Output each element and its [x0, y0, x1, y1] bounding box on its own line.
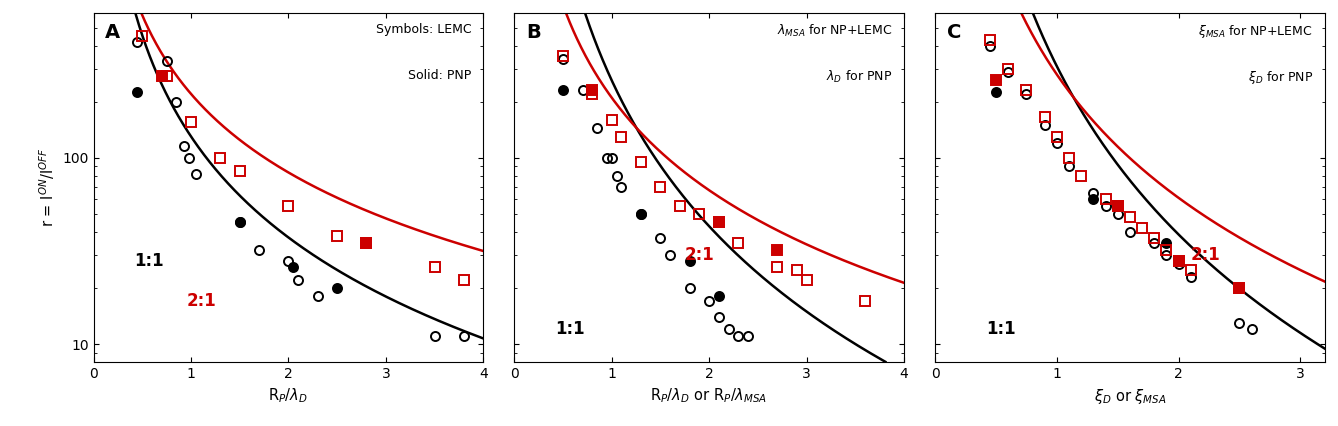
Text: 2:1: 2:1	[685, 246, 714, 264]
Text: 1:1: 1:1	[135, 252, 165, 270]
Text: $\xi_D$ for PNP: $\xi_D$ for PNP	[1247, 69, 1313, 86]
Text: 1:1: 1:1	[986, 320, 1016, 338]
Text: $\lambda_{MSA}$ for NP+LEMC: $\lambda_{MSA}$ for NP+LEMC	[776, 23, 892, 39]
Text: A: A	[106, 23, 120, 42]
Text: B: B	[526, 23, 541, 42]
X-axis label: R$_P$/$\lambda_D$ or R$_P$/$\lambda_{MSA}$: R$_P$/$\lambda_D$ or R$_P$/$\lambda_{MSA…	[650, 386, 768, 405]
Text: Symbols: LEMC: Symbols: LEMC	[376, 23, 471, 36]
X-axis label: $\xi_D$ or $\xi_{MSA}$: $\xi_D$ or $\xi_{MSA}$	[1093, 386, 1167, 406]
Text: Solid: PNP: Solid: PNP	[408, 69, 471, 82]
Text: 1:1: 1:1	[555, 320, 585, 338]
Y-axis label: r = I$^{ON}$/I$^{OFF}$: r = I$^{ON}$/I$^{OFF}$	[37, 148, 58, 227]
Text: $\lambda_D$ for PNP: $\lambda_D$ for PNP	[826, 69, 892, 85]
Text: $\xi_{MSA}$ for NP+LEMC: $\xi_{MSA}$ for NP+LEMC	[1199, 23, 1313, 40]
Text: C: C	[947, 23, 961, 42]
Text: 2:1: 2:1	[1191, 246, 1220, 264]
X-axis label: R$_P$/$\lambda_D$: R$_P$/$\lambda_D$	[269, 386, 308, 405]
Text: 2:1: 2:1	[186, 292, 215, 310]
